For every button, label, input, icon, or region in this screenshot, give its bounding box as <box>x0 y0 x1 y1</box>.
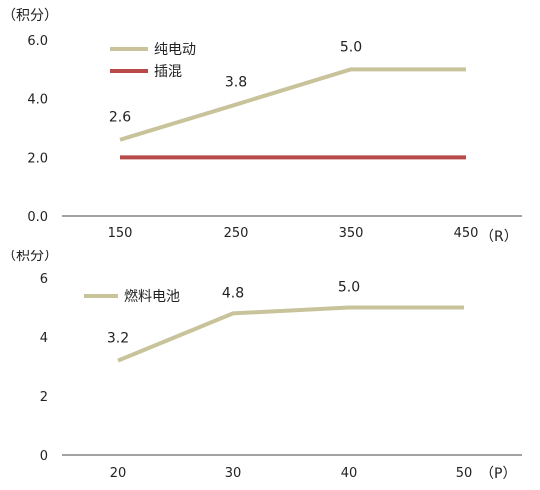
chart-fuel-cell: （积分） （P） 0 2 4 6 20 30 40 50 3.2 4.8 5.0 燃料电池 <box>2 250 522 482</box>
legend-label: 燃料电池 <box>124 288 180 305</box>
x-axis-unit-label: （R） <box>480 229 518 245</box>
y-tick-label: 4.0 <box>27 93 48 108</box>
x-tick-label: 250 <box>224 226 249 241</box>
y-axis-unit-label: （积分） <box>2 250 58 264</box>
data-label: 5.0 <box>338 280 360 296</box>
series-line <box>117 305 464 363</box>
data-label: 3.2 <box>107 331 129 347</box>
x-tick-label: 150 <box>108 226 133 241</box>
y-tick-label: 6 <box>40 272 48 287</box>
y-axis-unit-label: （积分） <box>2 8 58 24</box>
legend-label: 插混 <box>154 64 182 80</box>
data-label: 3.8 <box>225 75 247 91</box>
x-tick-label: 350 <box>339 226 364 241</box>
legend-label: 纯电动 <box>154 42 196 58</box>
y-tick-label: 6.0 <box>27 34 48 49</box>
x-tick-label: 40 <box>341 466 358 481</box>
chart-pure-electric-phev: （积分） （R） 0.0 2.0 4.0 6.0 150 250 350 450 2.6 3.8 5… <box>2 8 522 245</box>
y-tick-label: 4 <box>40 331 48 346</box>
x-tick-label: 50 <box>456 466 473 481</box>
y-tick-label: 2.0 <box>27 151 48 166</box>
data-label: 4.8 <box>222 285 244 301</box>
x-tick-label: 20 <box>110 466 127 481</box>
x-axis-unit-label: （P） <box>480 466 516 482</box>
data-label: 5.0 <box>340 39 362 55</box>
x-tick-label: 30 <box>225 466 242 481</box>
y-tick-label: 2 <box>40 390 48 405</box>
y-tick-label: 0.0 <box>27 210 48 225</box>
data-label: 2.6 <box>109 110 131 126</box>
series-line <box>119 67 466 142</box>
y-tick-label: 0 <box>40 449 48 464</box>
x-tick-label: 450 <box>454 226 479 241</box>
